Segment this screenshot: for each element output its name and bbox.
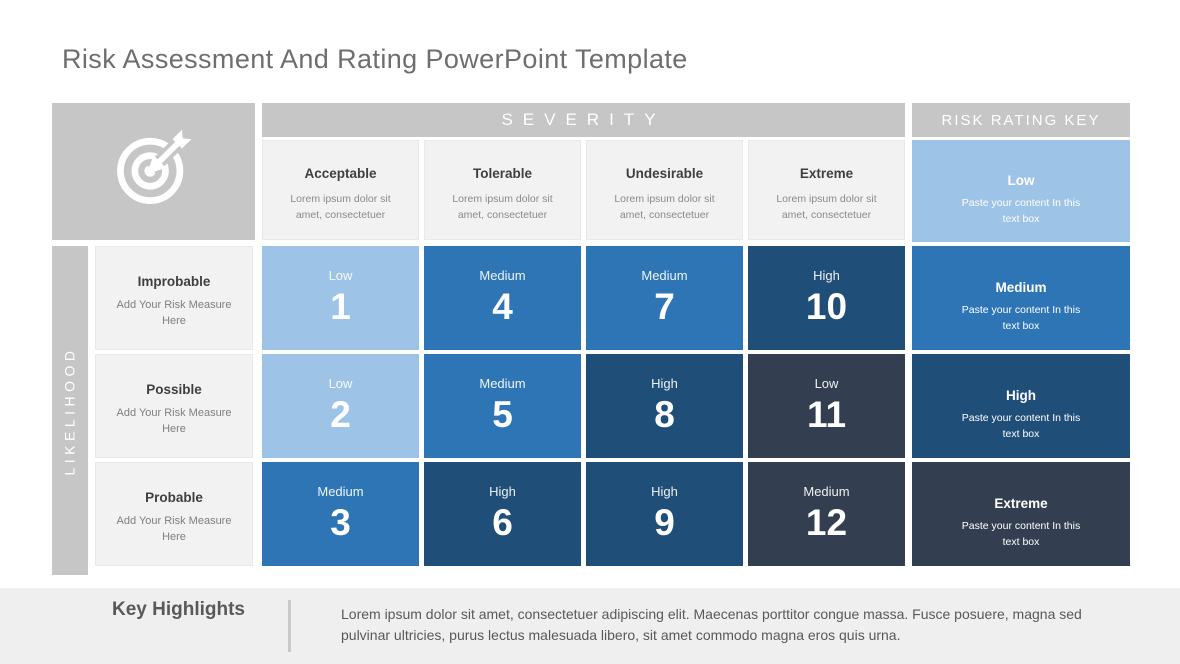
column-title: Undesirable bbox=[625, 166, 704, 181]
matrix-cell-5: Medium 5 bbox=[424, 354, 581, 458]
cell-level: High bbox=[651, 484, 678, 499]
row-label-probable: Probable Add Your Risk Measure Here bbox=[95, 462, 253, 566]
severity-column-undesirable: Undesirable Lorem ipsum dolor sit amet, … bbox=[586, 140, 743, 240]
cell-number: 2 bbox=[330, 394, 351, 435]
matrix-cell-3: Medium 3 bbox=[262, 462, 419, 566]
cell-level: High bbox=[813, 268, 840, 283]
severity-column-acceptable: Acceptable Lorem ipsum dolor sit amet, c… bbox=[262, 140, 419, 240]
column-title: Extreme bbox=[799, 166, 854, 181]
row-title: Probable bbox=[145, 490, 203, 505]
cell-level: Low bbox=[328, 268, 353, 283]
matrix-cell-6: High 6 bbox=[424, 462, 581, 566]
severity-header: SEVERITY bbox=[262, 103, 905, 137]
rating-key-note: Paste your content In this text box bbox=[961, 412, 1081, 440]
key-highlights-text: Lorem ipsum dolor sit amet, consectetuer… bbox=[341, 606, 1082, 643]
rating-key-low: Low Paste your content In this text box bbox=[912, 140, 1130, 242]
severity-column-tolerable: Tolerable Lorem ipsum dolor sit amet, co… bbox=[424, 140, 581, 240]
cell-number: 11 bbox=[806, 394, 847, 435]
column-subtitle: Lorem ipsum dolor sit amet, consectetuer bbox=[452, 193, 553, 222]
cell-level: Medium bbox=[479, 268, 526, 283]
matrix-cell-12: Medium 12 bbox=[748, 462, 905, 566]
cell-number: 12 bbox=[805, 502, 848, 543]
column-title: Acceptable bbox=[304, 166, 377, 181]
severity-column-extreme: Extreme Lorem ipsum dolor sit amet, cons… bbox=[748, 140, 905, 240]
cell-level: Low bbox=[328, 376, 353, 391]
cell-number: 7 bbox=[654, 286, 675, 327]
rating-key-note: Paste your content In this text box bbox=[961, 520, 1081, 548]
matrix-cell-4: Medium 4 bbox=[424, 246, 581, 350]
cell-level: Medium bbox=[641, 268, 688, 283]
rating-key-level: Medium bbox=[995, 280, 1047, 295]
column-subtitle: Lorem ipsum dolor sit amet, consectetuer bbox=[614, 193, 715, 222]
row-label-improbable: Improbable Add Your Risk Measure Here bbox=[95, 246, 253, 350]
risk-rating-key-header: RISK RATING KEY bbox=[912, 103, 1130, 137]
page-title: Risk Assessment And Rating PowerPoint Te… bbox=[62, 44, 688, 74]
cell-number: 3 bbox=[330, 502, 351, 543]
corner-box bbox=[52, 103, 255, 240]
cell-level: High bbox=[489, 484, 516, 499]
row-subtitle: Add Your Risk Measure Here bbox=[116, 515, 232, 543]
matrix-cell-1: Low 1 bbox=[262, 246, 419, 350]
target-arrow-icon bbox=[108, 123, 200, 220]
rating-key-level: Low bbox=[1007, 173, 1035, 188]
cell-level: Medium bbox=[479, 376, 526, 391]
cell-number: 8 bbox=[654, 394, 675, 435]
cell-level: Low bbox=[814, 376, 839, 391]
column-title: Tolerable bbox=[472, 166, 533, 181]
column-subtitle: Lorem ipsum dolor sit amet, consectetuer bbox=[776, 193, 877, 222]
rating-key-level: Extreme bbox=[994, 496, 1048, 511]
footer-divider bbox=[288, 600, 291, 652]
matrix-cell-9: High 9 bbox=[586, 462, 743, 566]
likelihood-label: LIKELIHOOD bbox=[62, 345, 78, 476]
cell-number: 9 bbox=[654, 502, 675, 543]
cell-number: 6 bbox=[492, 502, 513, 543]
column-subtitle: Lorem ipsum dolor sit amet, consectetuer bbox=[290, 193, 391, 222]
matrix-cell-11: Low 11 bbox=[748, 354, 905, 458]
cell-number: 10 bbox=[805, 286, 848, 327]
rating-key-note: Paste your content In this text box bbox=[961, 197, 1081, 225]
cell-number: 5 bbox=[492, 394, 513, 435]
likelihood-axis: LIKELIHOOD bbox=[52, 246, 88, 575]
rating-key-medium: Medium Paste your content In this text b… bbox=[912, 246, 1130, 350]
rating-key-level: High bbox=[1006, 388, 1036, 403]
row-label-possible: Possible Add Your Risk Measure Here bbox=[95, 354, 253, 458]
cell-level: Medium bbox=[317, 484, 364, 499]
cell-level: Medium bbox=[803, 484, 850, 499]
cell-number: 4 bbox=[492, 286, 513, 327]
row-subtitle: Add Your Risk Measure Here bbox=[116, 407, 232, 435]
key-highlights-band bbox=[0, 588, 1180, 664]
key-highlights-heading: Key Highlights bbox=[111, 599, 245, 620]
matrix-cell-8: High 8 bbox=[586, 354, 743, 458]
matrix-cell-10: High 10 bbox=[748, 246, 905, 350]
rating-key-high: High Paste your content In this text box bbox=[912, 354, 1130, 458]
rating-key-extreme: Extreme Paste your content In this text … bbox=[912, 462, 1130, 566]
rating-key-note: Paste your content In this text box bbox=[961, 304, 1081, 332]
row-title: Possible bbox=[146, 382, 202, 397]
cell-number: 1 bbox=[330, 286, 351, 327]
row-subtitle: Add Your Risk Measure Here bbox=[116, 299, 232, 327]
row-title: Improbable bbox=[137, 274, 211, 289]
cell-level: High bbox=[651, 376, 678, 391]
matrix-cell-7: Medium 7 bbox=[586, 246, 743, 350]
matrix-cell-2: Low 2 bbox=[262, 354, 419, 458]
